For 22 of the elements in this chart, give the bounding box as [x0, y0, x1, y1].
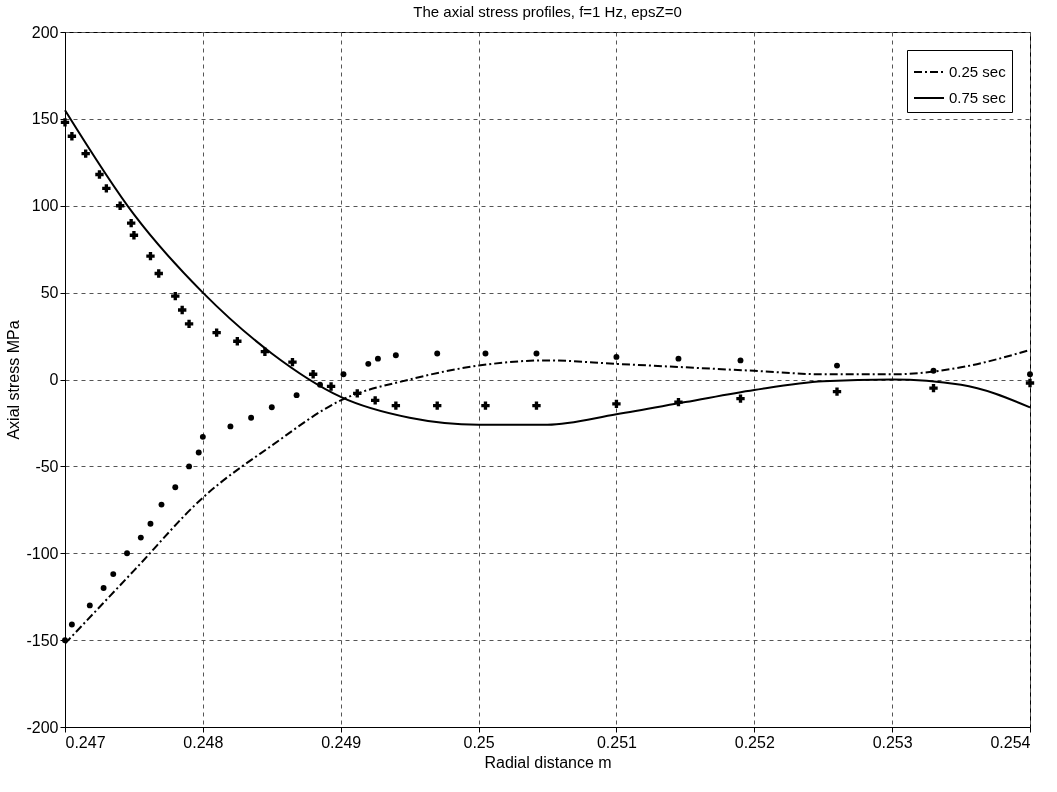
x-tick-label: 0.247: [65, 733, 106, 751]
y-tick-label: 100: [31, 197, 59, 215]
y-tick-label: -50: [35, 457, 59, 475]
x-axis-title: Radial distance m: [484, 753, 612, 771]
y-tick-label: 200: [31, 23, 59, 41]
y-tick-label: -200: [26, 718, 59, 736]
chart-title: The axial stress profiles, f=1 Hz, epsZ=0: [413, 3, 682, 20]
x-tick-label: 0.25: [463, 733, 495, 751]
legend-label: 0.25 sec: [949, 63, 1007, 80]
y-tick-label: 0: [49, 371, 59, 388]
y-tick-label: 150: [31, 110, 59, 128]
y-tick-label: -150: [26, 631, 59, 649]
y-tick-label: -100: [26, 544, 59, 562]
y-tick-label: 50: [40, 284, 59, 302]
legend-label: 0.75 sec: [949, 89, 1007, 106]
x-tick-label: 0.248: [183, 733, 224, 751]
y-axis-title: Axial stress MPa: [5, 320, 23, 440]
x-tick-label: 0.254: [990, 733, 1031, 751]
x-tick-label: 0.251: [596, 733, 638, 751]
x-tick-label: 0.253: [872, 733, 913, 751]
x-tick-label: 0.252: [734, 733, 775, 751]
x-tick-label: 0.249: [321, 733, 362, 751]
